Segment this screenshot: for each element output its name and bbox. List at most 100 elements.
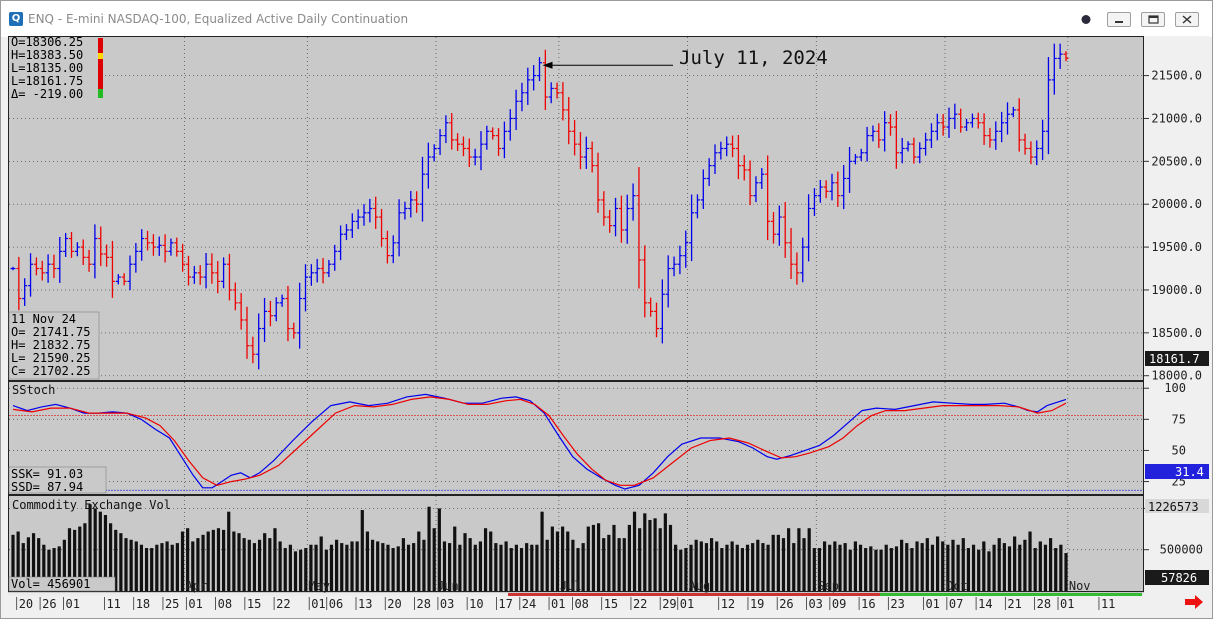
price-bar <box>33 257 39 276</box>
volume-bar <box>602 538 606 591</box>
day-label: 11 <box>106 597 120 611</box>
volume-bar <box>643 513 647 591</box>
volume-bar <box>288 544 292 591</box>
volume-bar <box>73 529 77 591</box>
volume-bar <box>689 544 693 591</box>
close-button[interactable] <box>1175 12 1199 27</box>
price-bar <box>507 109 513 141</box>
price-bar <box>589 141 595 173</box>
price-bar <box>314 258 320 283</box>
price-bar <box>349 213 355 238</box>
price-bar <box>583 136 589 169</box>
volume-bar <box>828 544 832 591</box>
volume-bar <box>612 524 616 591</box>
volume-bar <box>530 544 534 591</box>
volume-bar <box>237 533 241 591</box>
price-bar <box>776 205 782 246</box>
volume-bar <box>396 546 400 591</box>
price-bar <box>835 171 841 207</box>
price-bar <box>747 160 753 206</box>
price-bar <box>987 127 993 148</box>
volume-bar <box>509 548 513 591</box>
stochastic-lines <box>12 393 1067 490</box>
volume-bar <box>257 539 262 591</box>
price-bar <box>180 243 186 272</box>
day-label: 19 <box>750 597 764 611</box>
volume-bar <box>160 543 164 591</box>
price-bar <box>28 253 34 297</box>
price-bar <box>560 82 566 121</box>
volume-bar <box>1059 544 1063 591</box>
price-bar <box>519 82 525 112</box>
volume-bar <box>57 546 61 591</box>
annotation-text: July 11, 2024 <box>679 47 828 69</box>
price-bar <box>139 229 145 261</box>
volume-bar <box>586 526 590 591</box>
price-bar <box>724 136 730 157</box>
price-bar <box>893 111 899 169</box>
volume-bar <box>263 533 267 591</box>
stochastic-readout: SSK= 91.03 SSD= 87.94 <box>8 466 107 494</box>
volume-bar <box>704 543 709 591</box>
record-icon[interactable] <box>1074 12 1098 27</box>
volume-bar <box>175 543 179 591</box>
volume-bar <box>283 548 287 591</box>
restore-button[interactable] <box>1141 12 1165 27</box>
volume-bar <box>555 531 560 591</box>
day-label: 03 <box>440 597 454 611</box>
volume-bar <box>350 541 354 591</box>
volume-bar <box>155 544 159 591</box>
minimize-button[interactable] <box>1107 12 1131 27</box>
price-bar <box>104 244 110 267</box>
volume-bar <box>535 544 539 591</box>
price-bar <box>343 224 349 241</box>
price-bar <box>420 156 425 222</box>
price-bar <box>554 82 560 99</box>
price-bar <box>221 257 227 289</box>
price-bar <box>86 249 92 272</box>
volume-bar <box>222 529 226 591</box>
volume-bar <box>992 544 996 591</box>
price-bar <box>16 256 22 311</box>
volume-bar <box>756 539 760 591</box>
volume-bar <box>684 548 688 591</box>
volume-bar <box>499 544 503 591</box>
volume-bar <box>1038 541 1042 591</box>
price-bar <box>940 114 946 136</box>
day-label: 15 <box>247 597 261 611</box>
volume-bar <box>1054 548 1058 591</box>
day-label: 13 <box>358 597 372 611</box>
price-bar <box>408 190 414 218</box>
volume-bar <box>478 541 483 591</box>
stochastic-readout-background <box>8 466 107 494</box>
volume-bar <box>304 548 308 591</box>
price-bar <box>706 158 712 186</box>
price-bar <box>572 120 578 156</box>
volume-bar <box>894 546 899 591</box>
price-bar <box>384 230 390 264</box>
price-bar <box>1034 140 1040 166</box>
volume-bar <box>103 515 108 591</box>
price-bar <box>273 297 279 322</box>
price-bar <box>121 273 127 286</box>
volume-bar <box>165 541 169 591</box>
volume-bar <box>463 533 467 591</box>
chart-app-icon[interactable]: Q <box>9 12 23 26</box>
volume-bar <box>771 534 775 591</box>
day-label: 01 <box>551 597 565 611</box>
price-bar <box>952 103 958 130</box>
price-bar <box>69 231 74 258</box>
title-bar[interactable]: Q ENQ - E-mini NASDAQ-100, Equalized Act… <box>1 1 1212 37</box>
price-bars <box>10 43 1069 370</box>
right-arrow-icon <box>1185 595 1203 609</box>
price-bar <box>934 113 940 141</box>
scroll-right-button[interactable] <box>1185 595 1203 609</box>
volume-bar <box>191 541 195 591</box>
volume-bar <box>37 538 41 591</box>
price-bar <box>613 197 619 237</box>
volume-bar <box>417 531 421 591</box>
price-bar <box>1057 43 1063 69</box>
annotation-arrow-head <box>542 61 553 69</box>
price-bar <box>537 57 542 82</box>
